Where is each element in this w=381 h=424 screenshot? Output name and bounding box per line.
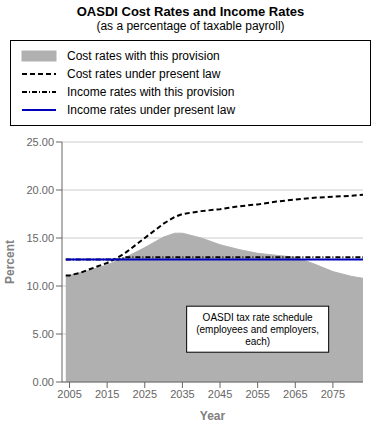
svg-text:2035: 2035: [170, 388, 194, 400]
svg-text:2025: 2025: [133, 388, 157, 400]
svg-text:Year: Year: [200, 409, 226, 423]
svg-text:2075: 2075: [321, 388, 345, 400]
svg-text:2005: 2005: [57, 388, 81, 400]
html-text:(as a percentage of taxable pa: (as a percentage of taxable payroll): [96, 19, 285, 33]
svg-text:2045: 2045: [208, 388, 232, 400]
svg-text:2065: 2065: [283, 388, 307, 400]
svg-text:15.00: 15.00: [26, 232, 54, 244]
svg-text:25.00: 25.00: [26, 136, 54, 148]
svg-text:2015: 2015: [95, 388, 119, 400]
svg-text:2055: 2055: [245, 388, 269, 400]
svg-text:0.00: 0.00: [33, 376, 54, 388]
html-text:Income rates under present law: Income rates under present law: [67, 103, 236, 117]
svg-text:5.00: 5.00: [33, 328, 54, 340]
html-text:Income rates with this provisi: Income rates with this provision: [67, 85, 235, 99]
html-text:Cost rates under present law: Cost rates under present law: [67, 67, 221, 81]
svg-text:OASDI tax rate schedule(employ: OASDI tax rate schedule(employees and em…: [196, 312, 319, 347]
svg-text:10.00: 10.00: [26, 280, 54, 292]
svg-text:Percent: Percent: [3, 240, 17, 284]
svg-text:20.00: 20.00: [26, 184, 54, 196]
html-text:OASDI Cost Rates and Income Ra: OASDI Cost Rates and Income Rates: [76, 4, 305, 19]
html-text:Cost rates with this provision: Cost rates with this provision: [67, 49, 220, 63]
